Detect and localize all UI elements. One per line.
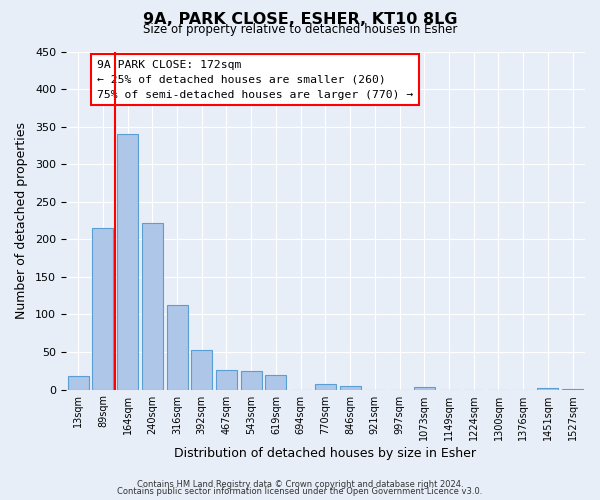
- Bar: [191, 350, 212, 390]
- Bar: [241, 371, 262, 390]
- Text: Contains public sector information licensed under the Open Government Licence v3: Contains public sector information licen…: [118, 487, 482, 496]
- X-axis label: Distribution of detached houses by size in Esher: Distribution of detached houses by size …: [175, 447, 476, 460]
- Bar: [117, 134, 138, 390]
- Text: Size of property relative to detached houses in Esher: Size of property relative to detached ho…: [143, 22, 457, 36]
- Bar: [142, 223, 163, 390]
- Bar: [92, 228, 113, 390]
- Bar: [538, 388, 559, 390]
- Bar: [265, 374, 286, 390]
- Bar: [340, 386, 361, 390]
- Bar: [414, 388, 435, 390]
- Text: 9A, PARK CLOSE, ESHER, KT10 8LG: 9A, PARK CLOSE, ESHER, KT10 8LG: [143, 12, 457, 28]
- Text: Contains HM Land Registry data © Crown copyright and database right 2024.: Contains HM Land Registry data © Crown c…: [137, 480, 463, 489]
- Bar: [216, 370, 237, 390]
- Bar: [315, 384, 336, 390]
- Text: 9A PARK CLOSE: 172sqm
← 25% of detached houses are smaller (260)
75% of semi-det: 9A PARK CLOSE: 172sqm ← 25% of detached …: [97, 60, 413, 100]
- Bar: [68, 376, 89, 390]
- Y-axis label: Number of detached properties: Number of detached properties: [15, 122, 28, 319]
- Bar: [167, 304, 188, 390]
- Bar: [562, 389, 583, 390]
